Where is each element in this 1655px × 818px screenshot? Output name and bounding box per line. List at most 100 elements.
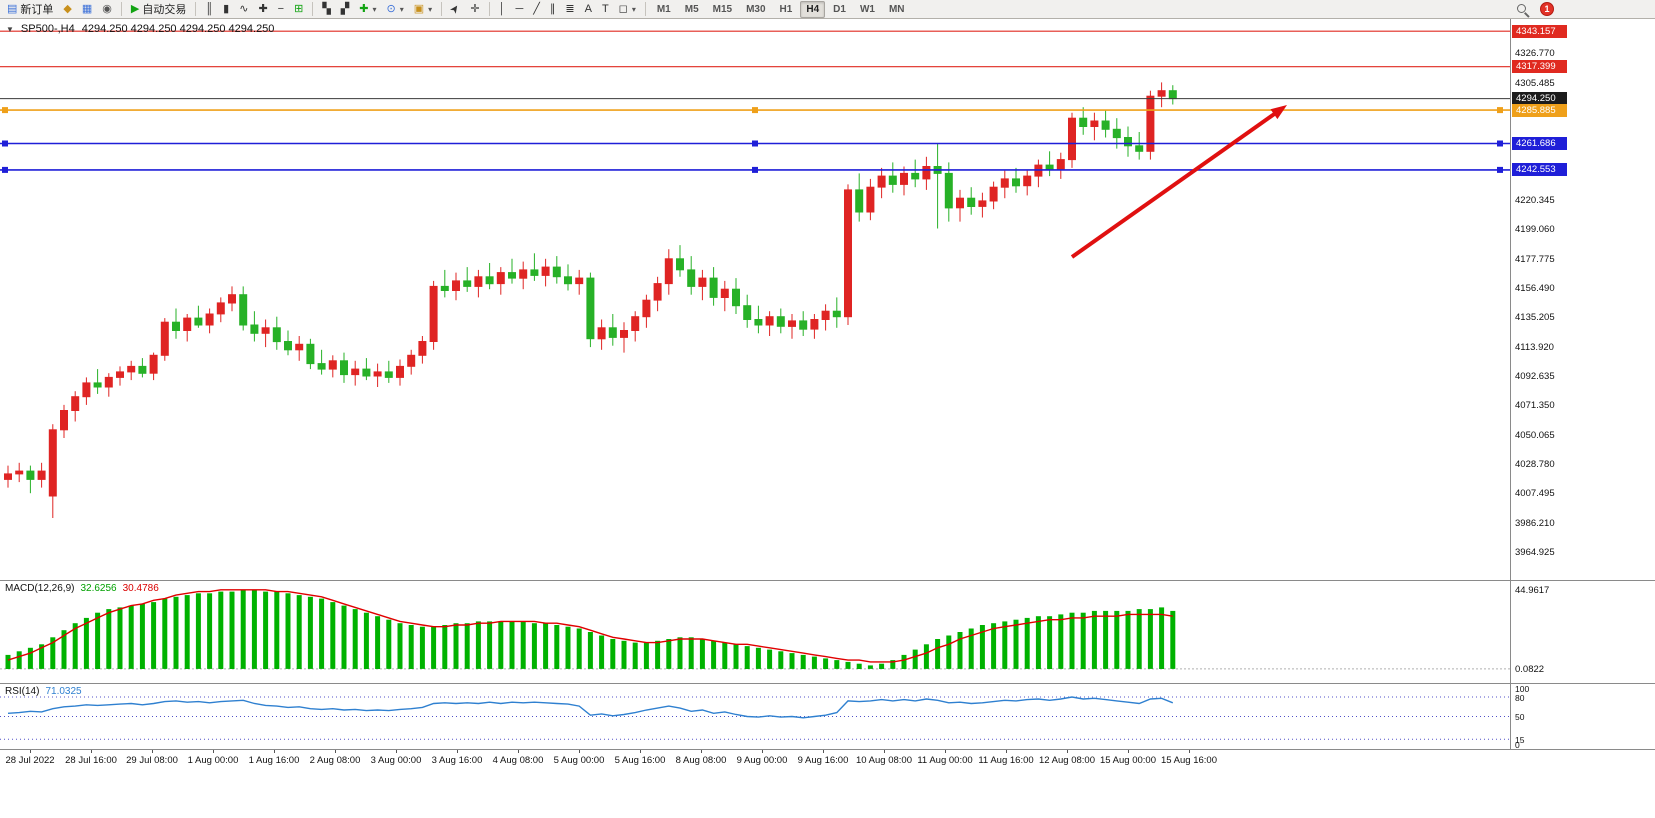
macd-panel[interactable]: MACD(12,26,9) 32.6256 30.4786 44.9617 0.0…	[0, 581, 1655, 684]
navigator-button[interactable]: ◉	[98, 1, 116, 18]
line-handle[interactable]	[1497, 140, 1503, 147]
time-axis[interactable]: 28 Jul 2022 28 Jul 16:00 29 Jul 08:00 1 Aug…	[0, 750, 1655, 768]
rsi-panel[interactable]: RSI(14) 71.0325 100 80 50 15 0	[0, 684, 1655, 750]
line-handle[interactable]	[752, 166, 758, 173]
time-tick	[30, 750, 31, 753]
price-chart-panel[interactable]: ▼ SP500-,H4 4294.250 4294.250 4294.250 4…	[0, 19, 1655, 581]
price-axis-label: 4220.345	[1515, 195, 1555, 206]
tile-windows-button[interactable]: ⊞	[290, 1, 307, 18]
candlestick-plot[interactable]	[0, 19, 1510, 580]
time-label: 5 Aug 00:00	[553, 755, 605, 766]
time-tick	[823, 750, 824, 753]
timeframe-m1[interactable]: M1	[656, 3, 671, 15]
timeframe-mn[interactable]: MN	[888, 3, 905, 15]
price-axis-label: 4305.485	[1515, 77, 1555, 89]
price-badge: 4317.399	[1512, 60, 1567, 74]
candle-chart-button[interactable]: ▮	[219, 1, 233, 18]
charts-button[interactable]: ▦	[78, 1, 96, 18]
rsi-value: 71.0325	[45, 686, 82, 697]
line-handle[interactable]	[2, 140, 8, 147]
macd-plot[interactable]	[0, 581, 1510, 683]
timeframe-m30[interactable]: M30	[746, 3, 766, 15]
time-tick	[335, 750, 336, 753]
auto-trading-label: 自动交易	[142, 4, 187, 16]
periods-button[interactable]: ⊙ ▾	[382, 1, 407, 18]
new-order-button[interactable]: ▤ 新订单	[3, 1, 57, 18]
toolbar-separator	[312, 2, 314, 16]
price-axis-label: 3986.210	[1515, 517, 1555, 529]
timeframe-w1[interactable]: W1	[859, 3, 875, 15]
trend-arrow[interactable]	[1070, 106, 1284, 259]
indicators-button[interactable]: ✚ ▾	[355, 1, 380, 18]
time-tick	[701, 750, 702, 753]
vertical-line-tool-button[interactable]: │	[495, 1, 510, 18]
time-label: 1 Aug 00:00	[187, 755, 239, 766]
time-tick	[1067, 750, 1068, 753]
text-tool-icon: A	[584, 2, 592, 15]
time-tick	[457, 750, 458, 753]
zoom-out-icon: −	[277, 2, 285, 15]
toolbar-separator	[644, 2, 646, 16]
new-order-label: 新订单	[20, 4, 54, 16]
crosshair-button[interactable]: ✛	[466, 1, 483, 18]
macd-label: MACD(12,26,9) 32.6256 30.4786	[5, 583, 159, 594]
timeframe-m15[interactable]: M15	[712, 3, 733, 15]
time-label: 15 Aug 16:00	[1161, 755, 1217, 766]
line-handle[interactable]	[752, 140, 758, 147]
shapes-tool-button[interactable]: ◻ ▾	[615, 1, 640, 18]
candle-chart-icon: ▮	[223, 2, 230, 15]
shapes-icon: ◻	[618, 2, 628, 15]
price-axis-label: 4007.495	[1515, 488, 1555, 500]
search-icon[interactable]	[1517, 4, 1526, 13]
chevron-down-icon: ▾	[631, 4, 636, 14]
timeframe-m5[interactable]: M5	[684, 3, 699, 15]
text-tool-button[interactable]: A	[581, 1, 596, 18]
time-tick	[213, 750, 214, 753]
line-handle[interactable]	[2, 107, 8, 114]
label-tool-button[interactable]: T	[598, 1, 613, 18]
trendline-tool-button[interactable]: ╱	[529, 1, 544, 18]
auto-trading-button[interactable]: ▶ 自动交易	[127, 1, 190, 18]
line-chart-button[interactable]: ∿	[235, 1, 252, 18]
line-handle[interactable]	[752, 107, 758, 114]
templates-button[interactable]: ▣ ▾	[410, 1, 436, 18]
price-badge: 4261.686	[1512, 137, 1567, 150]
profiles-button[interactable]: ◆	[59, 1, 75, 18]
chevron-down-icon: ▾	[372, 4, 377, 14]
cursor-button[interactable]: ➤	[447, 1, 464, 18]
time-tick	[579, 750, 580, 753]
zoom-out-button[interactable]: −	[274, 1, 288, 18]
time-label: 9 Aug 00:00	[736, 755, 788, 766]
arrange-b-button[interactable]: ▞	[337, 1, 353, 18]
time-tick	[396, 750, 397, 753]
profiles-icon: ◆	[63, 2, 72, 15]
timeframe-h4[interactable]: H4	[800, 0, 826, 18]
time-label: 10 Aug 08:00	[856, 755, 912, 766]
time-label: 4 Aug 08:00	[492, 755, 544, 766]
notification-badge[interactable]: 1	[1540, 2, 1554, 16]
time-tick	[640, 750, 641, 753]
bar-chart-button[interactable]: ║	[201, 1, 217, 18]
indicators-icon: ✚	[359, 2, 369, 15]
fibonacci-tool-button[interactable]: ≣	[561, 1, 578, 18]
line-handle[interactable]	[1497, 166, 1503, 173]
line-handle[interactable]	[1497, 107, 1503, 114]
price-badge: 4343.157	[1512, 24, 1567, 38]
zoom-in-button[interactable]: ✚	[254, 1, 271, 18]
horizontal-line-tool-button[interactable]: ─	[511, 1, 527, 18]
macd-axis-min: 0.0822	[1515, 663, 1545, 675]
time-tick	[884, 750, 885, 753]
time-label: 3 Aug 00:00	[370, 755, 422, 766]
timeframe-h1[interactable]: H1	[779, 3, 793, 15]
rsi-plot[interactable]	[0, 684, 1510, 749]
price-axis-label: 4199.060	[1515, 224, 1555, 236]
zoom-in-icon: ✚	[258, 2, 268, 15]
time-label: 11 Aug 16:00	[978, 755, 1034, 766]
timeframe-d1[interactable]: D1	[833, 3, 846, 15]
arrange-a-button[interactable]: ▚	[318, 1, 334, 18]
line-handle[interactable]	[2, 166, 8, 173]
channel-tool-button[interactable]: ∥	[546, 1, 560, 18]
macd-axis: 44.9617 0.0822	[1510, 581, 1655, 683]
time-label: 12 Aug 08:00	[1039, 755, 1095, 766]
time-label: 8 Aug 08:00	[675, 755, 727, 766]
